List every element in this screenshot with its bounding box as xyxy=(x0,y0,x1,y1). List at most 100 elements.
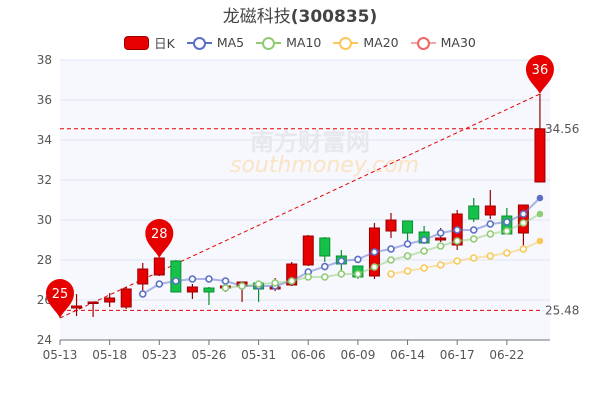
ma-point xyxy=(486,230,495,238)
pin-shape xyxy=(145,219,174,258)
x-tick-label: 06-06 xyxy=(291,348,326,362)
ma-point xyxy=(387,270,395,278)
pin-label: 28 xyxy=(151,227,168,242)
ma-point xyxy=(519,219,528,227)
ma-point xyxy=(503,218,511,226)
candle-legend-icon xyxy=(124,35,150,50)
y-tick-label: 28 xyxy=(37,253,52,267)
ma-point xyxy=(188,275,197,283)
ma-point xyxy=(221,277,230,285)
ma-point xyxy=(354,270,362,278)
x-tick-label: 05-18 xyxy=(92,348,127,362)
x-tick-label: 06-17 xyxy=(440,348,475,362)
ma-point xyxy=(271,279,279,287)
legend: 日K MA5 MA10 MA20 MA30 xyxy=(0,33,600,52)
ma-point xyxy=(337,270,346,278)
ma-point xyxy=(320,273,329,281)
ma-point xyxy=(420,236,428,244)
ma-point xyxy=(420,264,428,272)
ma-point xyxy=(403,240,412,248)
line-legend-icon xyxy=(256,36,282,50)
candle-body xyxy=(87,301,99,304)
ma-point xyxy=(238,282,246,290)
ma-point xyxy=(254,280,263,288)
ma-point xyxy=(337,257,346,265)
candle-body xyxy=(137,268,149,285)
watermark-text: 南方财富网 xyxy=(250,128,370,156)
pin-label: 36 xyxy=(532,63,549,78)
y-tick-label: 32 xyxy=(37,173,52,187)
legend-label: MA10 xyxy=(286,35,322,50)
legend-item-dayk[interactable]: 日K xyxy=(124,33,175,52)
ma-point xyxy=(519,245,528,253)
ma-point xyxy=(536,237,544,245)
candle-body xyxy=(435,237,447,241)
ma-point xyxy=(370,248,379,256)
y-tick-label: 24 xyxy=(37,333,52,347)
ma-point xyxy=(519,210,528,218)
legend-label: MA5 xyxy=(216,35,245,50)
pin-label: 25 xyxy=(52,287,69,302)
ma-point xyxy=(354,255,362,264)
trend-line xyxy=(59,93,541,319)
line-legend-icon xyxy=(410,36,436,50)
ma-point xyxy=(536,210,544,218)
candle-body xyxy=(402,220,414,234)
legend-item-ma30[interactable]: MA30 xyxy=(410,35,476,50)
y-tick-label: 36 xyxy=(37,93,52,107)
ma-point xyxy=(320,262,329,271)
ma-point xyxy=(453,257,462,265)
legend-item-ma5[interactable]: MA5 xyxy=(186,35,245,50)
x-tick-label: 05-23 xyxy=(142,348,177,362)
candle-body xyxy=(468,205,480,220)
candle-body xyxy=(104,297,116,303)
candle-body xyxy=(186,286,198,293)
mark-point-pin: 28 xyxy=(145,219,174,258)
x-tick-label: 06-14 xyxy=(390,348,425,362)
ma-point xyxy=(155,280,164,288)
candle-body xyxy=(517,204,529,234)
ma-point xyxy=(453,237,462,245)
chart-title: 龙磁科技(300835) xyxy=(0,2,600,27)
ma-point xyxy=(469,235,478,243)
candle-body xyxy=(484,205,496,216)
y-tick-label: 30 xyxy=(37,213,52,227)
y-tick-label: 34 xyxy=(37,133,52,147)
ma-point xyxy=(221,284,230,292)
candle-body xyxy=(153,257,165,276)
ma-point xyxy=(469,226,478,234)
candle-body xyxy=(534,128,546,183)
x-tick-label: 05-31 xyxy=(241,348,276,362)
mark-line-label: 34.56 xyxy=(545,122,579,136)
mark-point-pin: 36 xyxy=(525,55,554,94)
candle-body xyxy=(319,237,331,257)
ma-point xyxy=(304,273,313,281)
pin-shape xyxy=(525,55,554,94)
ma-point xyxy=(453,226,462,234)
plot-background xyxy=(60,60,550,340)
mark-line-label: 25.48 xyxy=(545,303,579,317)
candle-body xyxy=(286,263,298,286)
ma-point xyxy=(420,247,428,255)
legend-item-ma20[interactable]: MA20 xyxy=(333,35,399,50)
candle-body xyxy=(302,235,314,266)
candle-body xyxy=(170,260,182,293)
watermark-url: southmoney.com xyxy=(230,153,419,178)
line-legend-icon xyxy=(186,36,212,50)
x-tick-label: 05-26 xyxy=(192,348,227,362)
candle-body xyxy=(203,287,215,293)
legend-item-ma10[interactable]: MA10 xyxy=(256,35,321,50)
x-tick-label: 06-09 xyxy=(340,348,375,362)
candle-body xyxy=(71,305,83,309)
ma-point xyxy=(503,249,511,257)
candle-body xyxy=(385,219,397,232)
ma-point xyxy=(387,245,395,253)
ma-point xyxy=(486,220,495,228)
ma-point xyxy=(486,252,495,260)
ma-point xyxy=(387,256,395,264)
candle-body xyxy=(120,288,132,308)
legend-label: 日K xyxy=(154,36,175,51)
ma-point xyxy=(172,277,180,285)
y-tick-label: 38 xyxy=(37,53,52,67)
